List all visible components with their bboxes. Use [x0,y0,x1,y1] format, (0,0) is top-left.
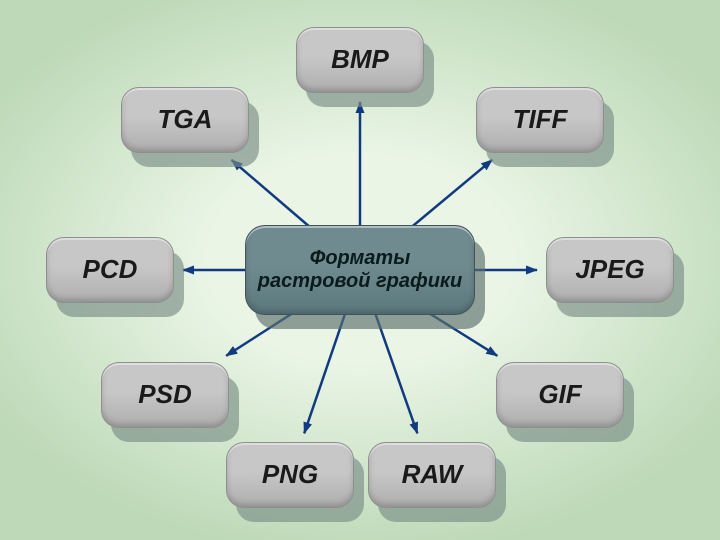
format-node-psd: PSD [101,362,229,428]
format-node-label-gif: GIF [538,380,581,410]
format-node-label-pcd: PCD [83,255,138,285]
center-node-label: Форматы растровой графики [258,247,463,293]
format-node-label-raw: RAW [402,460,463,490]
diagram-canvas: BMP TIFF JPEG GIF RAW PNG PSD PCD TGA Форматы рас… [0,0,720,540]
format-node-pcd: PCD [46,237,174,303]
format-node-tiff: TIFF [476,87,604,153]
format-node-label-tga: TGA [158,105,213,135]
format-node-bmp: BMP [296,27,424,93]
center-node: Форматы растровой графики [245,225,475,315]
format-node-jpeg: JPEG [546,237,674,303]
format-node-label-psd: PSD [138,380,191,410]
format-node-gif: GIF [496,362,624,428]
format-node-label-png: PNG [262,460,318,490]
format-node-raw: RAW [368,442,496,508]
format-node-tga: TGA [121,87,249,153]
format-node-label-bmp: BMP [331,45,389,75]
format-node-label-jpeg: JPEG [575,255,644,285]
format-node-label-tiff: TIFF [513,105,568,135]
format-node-png: PNG [226,442,354,508]
